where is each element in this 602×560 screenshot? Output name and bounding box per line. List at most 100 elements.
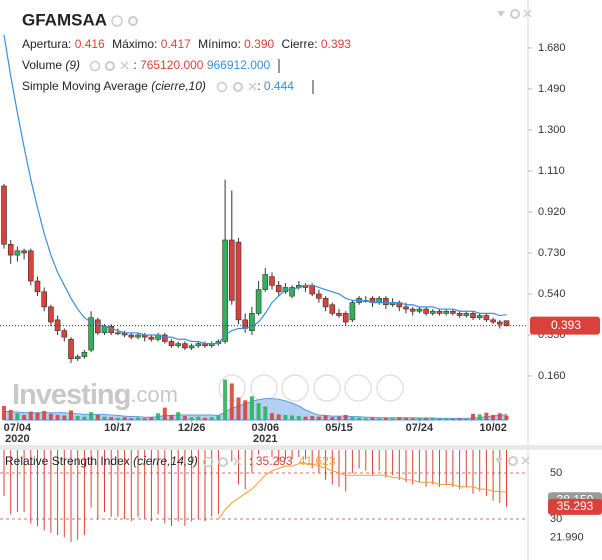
volume-bar — [176, 412, 181, 420]
volume-bar — [471, 413, 475, 420]
volume-bar — [370, 417, 375, 420]
collapse-icon[interactable] — [495, 458, 503, 464]
volume-bar — [102, 416, 107, 420]
eye-icon[interactable] — [216, 81, 228, 93]
volume-bar — [497, 413, 502, 420]
x-tick-label: 10/02 — [479, 422, 507, 434]
indicator-params: (cierre,10) — [151, 79, 206, 93]
volume-bar — [189, 417, 194, 420]
x-tick-label: 03/06 — [252, 422, 280, 434]
collapse-icon[interactable] — [497, 11, 505, 17]
candle-body — [429, 310, 436, 314]
candle-body — [409, 308, 416, 312]
volume-bar — [169, 414, 174, 420]
volume-bar — [75, 416, 80, 420]
separator: : — [249, 454, 252, 468]
tool-button[interactable] — [281, 374, 309, 402]
volume-ma-value: 966912.000 — [207, 58, 271, 72]
volume-bar — [223, 379, 228, 420]
candle-body — [182, 343, 188, 349]
candle-body — [463, 313, 470, 316]
eye-icon[interactable] — [202, 456, 214, 468]
candle-body — [483, 315, 490, 321]
volume-bar — [310, 416, 315, 420]
candle-body — [476, 315, 483, 318]
indicator-params: (cierre,14,9) — [133, 454, 198, 468]
close-icon[interactable] — [248, 82, 257, 91]
volume-bar — [203, 417, 207, 420]
candle-body — [262, 274, 269, 290]
y-tick-label: 0.540 — [538, 288, 566, 300]
candle-body — [269, 276, 275, 286]
gear-icon[interactable] — [105, 61, 115, 71]
gear-icon[interactable] — [510, 9, 520, 19]
title-icons — [111, 15, 138, 27]
volume-bar — [330, 417, 335, 420]
rsi-legend: Relative Strength Index (cierre,14,9) : … — [5, 454, 336, 468]
gear-icon[interactable] — [508, 456, 518, 466]
indicator-name: Volume — [22, 58, 62, 72]
title: GFAMSAA — [22, 10, 107, 29]
y-tick-label: 1.490 — [538, 83, 566, 95]
eye-icon[interactable] — [111, 15, 123, 27]
candle-body — [275, 285, 282, 293]
volume-bar — [283, 414, 288, 420]
y-tick-label: 50 — [550, 467, 562, 479]
x-tick-label: 07/24 — [406, 422, 434, 434]
gear-icon[interactable] — [128, 16, 138, 26]
volume-bar — [457, 418, 462, 420]
ohlc-value: 0.417 — [161, 37, 191, 51]
watermark-brand: Investing — [12, 379, 130, 411]
volume-bar — [410, 418, 415, 420]
volume-bar — [42, 411, 47, 420]
volume-bar — [196, 416, 201, 420]
y-tick-label: 1.300 — [538, 124, 566, 136]
close-icon[interactable] — [523, 9, 532, 18]
volume-bar — [95, 414, 100, 420]
close-icon[interactable] — [233, 457, 242, 466]
candle-body — [27, 250, 34, 282]
x-tick-label: 07/04 — [4, 422, 32, 434]
volume-bar — [323, 415, 328, 420]
close-icon[interactable] — [521, 456, 530, 465]
candle-body — [135, 334, 141, 338]
candle-body — [403, 306, 409, 310]
candle-body — [61, 330, 68, 338]
gear-icon[interactable] — [218, 457, 228, 467]
close-icon[interactable] — [120, 61, 129, 70]
volume-bar — [444, 418, 449, 420]
tool-button[interactable] — [344, 374, 372, 402]
price-panel: Investing.com 1.680 1.490 1.300 1.110 0.920 0.… — [0, 34, 600, 445]
candle-body — [456, 313, 463, 316]
candle-body — [235, 241, 242, 321]
last-price-badge — [530, 316, 600, 335]
last-price-label: 0.393 — [551, 318, 581, 332]
volume-bar — [82, 416, 87, 420]
volume-bar — [424, 418, 429, 420]
ohlc-label: Máximo: — [112, 37, 157, 51]
x-year-label: 2021 — [253, 433, 277, 445]
volume-bar — [450, 418, 455, 420]
y-tick-label: 0.160 — [538, 370, 566, 382]
volume-bar — [122, 417, 127, 420]
candle-body — [222, 239, 228, 342]
volume-bar — [115, 417, 120, 420]
tool-button[interactable] — [376, 374, 404, 402]
tool-button[interactable] — [313, 374, 341, 402]
volume-bar — [417, 417, 422, 420]
volume-bar — [256, 403, 261, 420]
volume-bar — [363, 418, 368, 420]
candle-body — [115, 332, 121, 335]
volume-value: 765120.000 — [140, 58, 204, 72]
volume-bar — [55, 414, 60, 420]
y-tick-label: 0.920 — [538, 206, 566, 218]
rsi-value: 35.293 — [256, 454, 293, 468]
eye-icon[interactable] — [89, 60, 101, 72]
volume-bar — [162, 407, 167, 420]
candle-body — [48, 306, 54, 323]
gear-icon[interactable] — [233, 82, 243, 92]
separator: : — [257, 79, 260, 93]
volume-bar — [296, 416, 301, 420]
